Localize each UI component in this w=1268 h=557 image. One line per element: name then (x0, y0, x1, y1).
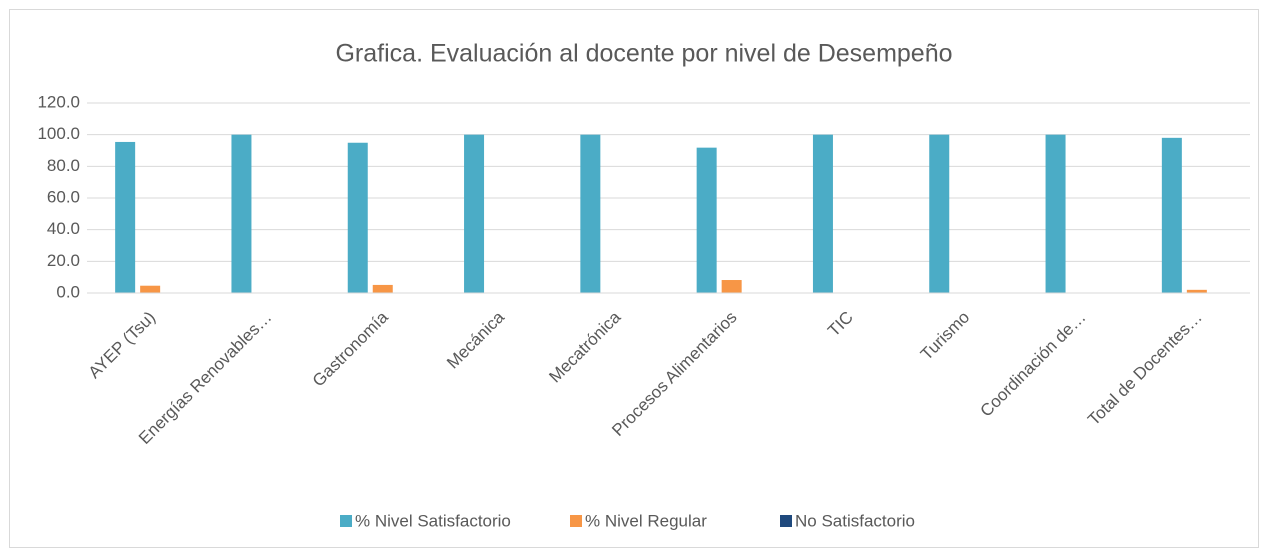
bar (372, 284, 393, 293)
legend-swatch (780, 515, 792, 527)
y-tick-label: 80.0 (47, 156, 80, 175)
y-tick-label: 0.0 (56, 282, 80, 301)
bar (721, 280, 742, 293)
chart-title: Grafica. Evaluación al docente por nivel… (335, 40, 952, 68)
bar (231, 134, 252, 293)
bar (140, 285, 161, 293)
y-tick-label: 100.0 (37, 124, 80, 143)
chart-border (9, 9, 1259, 548)
bar (929, 134, 950, 293)
bar (1186, 289, 1207, 293)
bar (1161, 137, 1182, 293)
y-tick-label: 40.0 (47, 219, 80, 238)
bar (347, 142, 368, 293)
legend-label: No Satisfactorio (795, 511, 915, 530)
legend-swatch (340, 515, 352, 527)
bar (580, 134, 601, 293)
legend-label: % Nivel Regular (585, 511, 707, 530)
y-tick-label: 20.0 (47, 251, 80, 270)
legend-label: % Nivel Satisfactorio (355, 511, 511, 530)
bar (812, 134, 833, 293)
y-tick-label: 60.0 (47, 187, 80, 206)
bar (696, 147, 717, 293)
bar (115, 141, 136, 293)
bar (464, 134, 485, 293)
legend-swatch (570, 515, 582, 527)
y-tick-label: 120.0 (37, 92, 80, 111)
bar (1045, 134, 1066, 293)
